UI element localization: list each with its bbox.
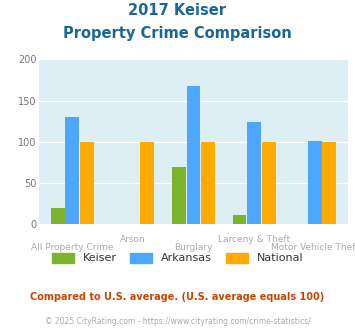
Text: Burglary: Burglary <box>174 243 213 251</box>
Bar <box>201 142 215 224</box>
Text: © 2025 CityRating.com - https://www.cityrating.com/crime-statistics/: © 2025 CityRating.com - https://www.city… <box>45 317 310 326</box>
Bar <box>262 142 275 224</box>
Bar <box>308 141 322 224</box>
Bar <box>80 142 94 224</box>
Bar <box>322 142 336 224</box>
Bar <box>51 208 65 224</box>
Bar <box>172 167 186 224</box>
Text: Arson: Arson <box>120 235 146 244</box>
Bar <box>233 215 246 224</box>
Text: Property Crime Comparison: Property Crime Comparison <box>63 26 292 41</box>
Bar <box>247 122 261 224</box>
Text: Motor Vehicle Theft: Motor Vehicle Theft <box>271 243 355 251</box>
Bar <box>65 117 79 224</box>
Text: All Property Crime: All Property Crime <box>31 243 114 251</box>
Text: Compared to U.S. average. (U.S. average equals 100): Compared to U.S. average. (U.S. average … <box>31 292 324 302</box>
Bar <box>186 86 201 224</box>
Text: 2017 Keiser: 2017 Keiser <box>129 3 226 18</box>
Bar <box>141 142 154 224</box>
Text: Larceny & Theft: Larceny & Theft <box>218 235 290 244</box>
Legend: Keiser, Arkansas, National: Keiser, Arkansas, National <box>52 253 303 263</box>
